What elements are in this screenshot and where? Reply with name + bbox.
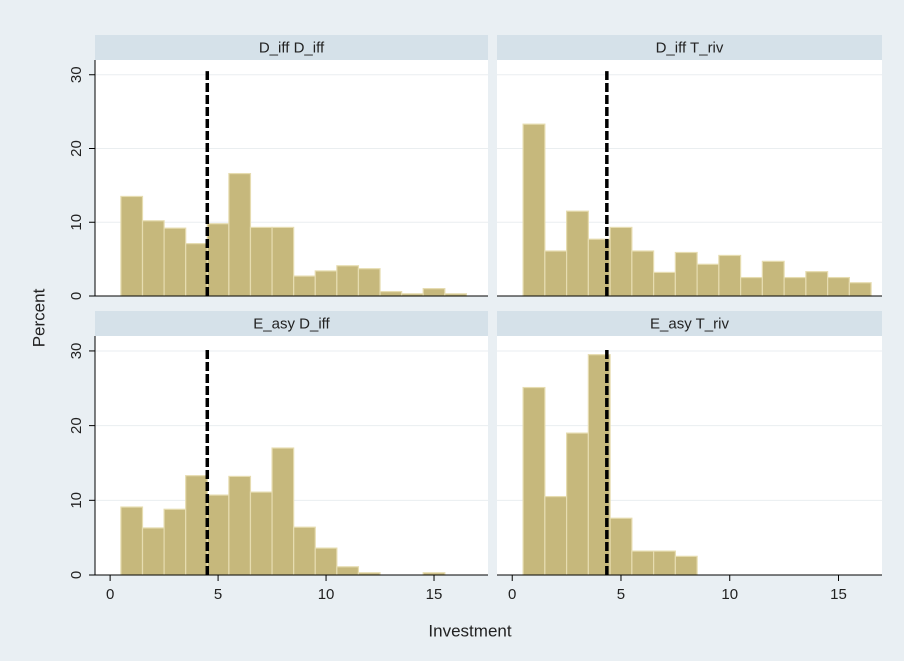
bar <box>293 526 316 576</box>
x-axis-title: Investment <box>428 621 511 640</box>
y-tick-label: 0 <box>68 292 85 300</box>
bar <box>120 195 144 297</box>
bar <box>206 494 230 576</box>
y-axis-title: Percent <box>29 288 48 347</box>
y-tick-label: 30 <box>68 66 85 83</box>
x-tick-label: 0 <box>106 586 114 603</box>
bar <box>141 220 165 297</box>
bar <box>357 268 381 297</box>
bar <box>314 547 338 576</box>
panel-title: D_iff D_iff <box>259 39 325 56</box>
panel-header <box>497 311 882 336</box>
bar <box>163 508 187 576</box>
bar <box>718 254 742 297</box>
bar <box>185 475 208 576</box>
bar <box>314 270 338 297</box>
panel-header <box>95 35 488 60</box>
bar <box>566 432 589 576</box>
bar <box>609 517 633 576</box>
bar <box>653 550 676 576</box>
y-tick-label: 10 <box>68 492 85 509</box>
bar <box>379 290 403 297</box>
x-tick-label: 0 <box>508 586 516 603</box>
bar <box>522 123 546 297</box>
bar <box>271 226 295 297</box>
bar <box>120 506 144 576</box>
bar <box>631 550 655 576</box>
bar <box>566 210 589 297</box>
bar <box>293 275 316 297</box>
bar <box>805 271 829 297</box>
x-tick-label: 15 <box>830 586 847 603</box>
x-tick-label: 10 <box>721 586 738 603</box>
bar <box>761 260 785 297</box>
bar <box>228 172 252 297</box>
bar <box>522 386 546 576</box>
x-tick-label: 5 <box>617 586 625 603</box>
y-tick-label: 0 <box>68 571 85 579</box>
bar <box>696 263 720 297</box>
bar <box>336 566 360 576</box>
bar <box>249 491 273 576</box>
bar <box>848 282 872 297</box>
panel-title: E_asy T_riv <box>650 315 729 332</box>
bar <box>336 265 360 297</box>
panel-title: E_asy D_iff <box>253 315 330 332</box>
y-tick-label: 20 <box>68 140 85 157</box>
x-tick-label: 10 <box>318 586 335 603</box>
bar <box>163 227 187 297</box>
bar <box>422 288 446 297</box>
bar <box>249 226 273 297</box>
bar <box>544 495 568 576</box>
bar <box>827 276 850 297</box>
bar <box>653 271 676 297</box>
x-tick-label: 15 <box>426 586 443 603</box>
bar <box>185 243 208 297</box>
panel-header <box>95 311 488 336</box>
x-tick-label: 5 <box>214 586 222 603</box>
bar <box>609 226 633 297</box>
y-tick-label: 20 <box>68 417 85 434</box>
bar <box>141 527 165 576</box>
y-tick-label: 30 <box>68 343 85 360</box>
bar <box>206 223 230 297</box>
bar <box>271 447 295 576</box>
bar <box>544 250 568 297</box>
bar <box>674 555 698 576</box>
bar <box>631 250 655 297</box>
bar <box>783 276 807 297</box>
panel-title: D_iff T_riv <box>656 39 724 56</box>
bar <box>674 251 698 297</box>
panel-header <box>497 35 882 60</box>
bar <box>228 475 252 576</box>
y-tick-label: 10 <box>68 214 85 231</box>
bar <box>740 276 763 297</box>
